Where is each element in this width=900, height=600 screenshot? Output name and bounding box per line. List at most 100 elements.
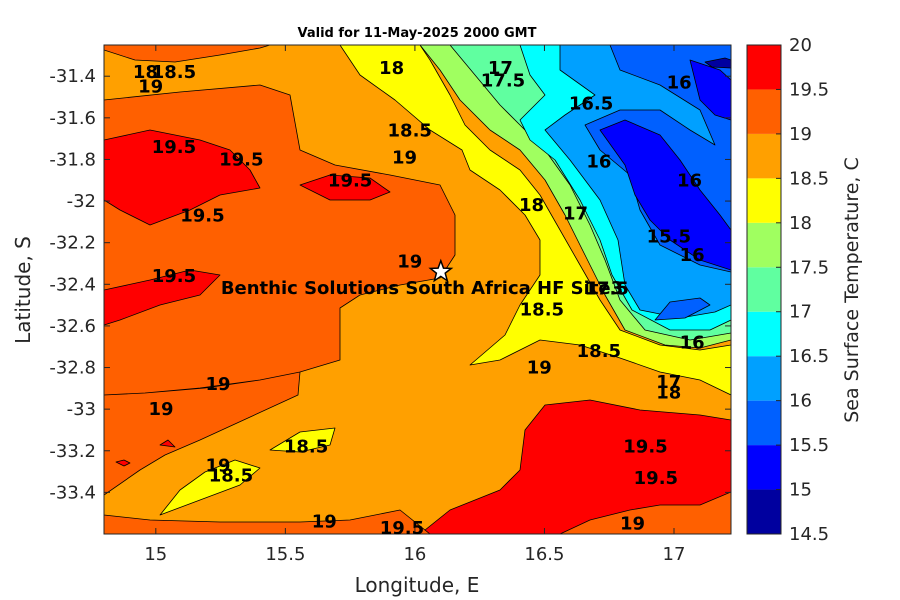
contour-label: 18	[519, 195, 544, 216]
contour-label: 18.5	[520, 299, 564, 320]
y-tick-label: -31.8	[49, 149, 96, 170]
colorbar-tick-label: 18.5	[789, 168, 829, 189]
field-level-14-5	[704, 57, 731, 69]
colorbar-tick-label: 16	[789, 391, 812, 412]
colorbar: 14.5 15 15.5 16 16.5 17 17.5 18 18.5 19 19.5 20	[746, 35, 829, 545]
contour-label: 17.5	[481, 70, 525, 91]
y-tick-label: -33	[67, 399, 96, 420]
field-level-19-southeast-edge	[559, 491, 731, 534]
contour-label: 18.5	[284, 437, 328, 458]
chart-title: Valid for 11-May-2025 2000 GMT	[298, 26, 537, 41]
y-tick-label: -33.4	[49, 482, 96, 503]
contour-label: 16	[586, 152, 611, 173]
contour-label: 18.5	[209, 466, 253, 487]
contour-label: 19.5	[623, 437, 667, 458]
contour-label: 18.5	[577, 341, 621, 362]
x-tick-label: 16.5	[524, 544, 564, 565]
colorbar-tick-label: 17.5	[789, 257, 829, 278]
field-level-15	[599, 59, 731, 271]
contour-label: 16	[677, 170, 702, 191]
colorbar-swatch	[747, 89, 781, 134]
annotations: Benthic Solutions South Africa HF Site3	[221, 258, 623, 299]
contour-label: 15.5	[647, 226, 691, 247]
y-axis-label: Latitude, S	[11, 236, 35, 344]
colorbar-swatch	[747, 400, 781, 446]
field-level-19-5-north	[299, 174, 391, 201]
x-axis: 15 15.5 16 16.5 17	[144, 45, 685, 565]
y-tick-label: -32.8	[49, 358, 96, 379]
field-level-18-north	[339, 45, 731, 396]
x-axis-label: Longitude, E	[355, 573, 480, 597]
contour-label: 17.5	[584, 278, 628, 299]
contour-label: 18	[133, 62, 158, 83]
field-level-18-southwest-inner	[269, 427, 336, 453]
contour-label: 18.5	[388, 120, 432, 141]
contour-label: 17	[488, 58, 513, 79]
field-level-18-southwest	[159, 459, 261, 516]
contour-label: 18.5	[152, 62, 196, 83]
colorbar-swatch	[747, 489, 781, 534]
y-tick-label: -31.6	[49, 108, 96, 129]
colorbar-tick-label: 17	[789, 302, 812, 323]
colorbar-frame	[746, 44, 782, 535]
contour-label: 19.5	[328, 170, 372, 191]
sst-field	[104, 45, 731, 534]
colorbar-tick-label: 19	[789, 124, 812, 145]
y-tick-label: -32.6	[49, 316, 96, 337]
contour-label: 19	[205, 374, 230, 395]
y-tick-label: -31.4	[49, 66, 96, 87]
colorbar-swatch	[747, 311, 781, 357]
y-tick-label: -33.2	[49, 441, 96, 462]
field-level-19-5-southeast	[419, 399, 731, 534]
colorbar-tick-label: 20	[789, 35, 812, 56]
contour-label: 19.5	[380, 518, 424, 539]
contour-label: 17	[563, 204, 588, 225]
contour-label: 17	[656, 372, 681, 393]
plot-frame	[103, 44, 732, 535]
colorbar-tick-label: 15	[789, 480, 812, 501]
colorbar-tick-label: 16.5	[789, 346, 829, 367]
contour-label: 19.5	[634, 468, 678, 489]
colorbar-tick-label: 19.5	[789, 79, 829, 100]
contour-label: 19.5	[180, 206, 224, 227]
colorbar-swatch	[747, 178, 781, 223]
contour-label: 16	[680, 333, 705, 354]
contour-label: 16.5	[569, 93, 613, 114]
x-tick-label: 15	[144, 544, 167, 565]
contour-label: 19	[392, 147, 417, 168]
contour-label: 19	[205, 455, 230, 476]
contour-label: 16	[680, 245, 705, 266]
colorbar-tick-label: 15.5	[789, 435, 829, 456]
contour-label: 19	[527, 358, 552, 379]
contour-label: 18	[656, 383, 681, 404]
colorbar-tick-label: 14.5	[789, 524, 829, 545]
field-level-19-5-nw	[104, 129, 261, 226]
colorbar-swatch	[747, 445, 781, 490]
y-tick-label: -32.4	[49, 274, 96, 295]
contour-label: 19	[620, 514, 645, 535]
y-tick-label: -32.2	[49, 233, 96, 254]
y-tick-label: -32	[67, 191, 96, 212]
contour-label: 16	[667, 72, 692, 93]
field-level-19-top	[104, 45, 271, 63]
colorbar-tick-label: 18	[789, 213, 812, 234]
site-label: Benthic Solutions South Africa HF Site3	[221, 278, 623, 299]
site-star-marker	[428, 258, 454, 283]
x-tick-label: 16	[403, 544, 426, 565]
field-level-19-south	[104, 509, 431, 534]
contour-label: 18	[379, 58, 404, 79]
colorbar-swatch	[747, 356, 781, 401]
contour-label: 19.5	[152, 266, 196, 287]
contour-label: 19	[397, 251, 422, 272]
colorbar-label: Sea Surface Temperature, C	[841, 157, 863, 423]
y-axis: -31.4 -31.6 -31.8 -32 -32.2 -32.4 -32.6 -32.8 -3…	[49, 66, 731, 503]
contour-label: 19	[138, 77, 163, 98]
colorbar-swatch	[747, 222, 781, 268]
contour-label: 19.5	[219, 149, 263, 170]
contour-label: 19	[312, 512, 337, 533]
colorbar-swatch	[747, 45, 781, 90]
x-tick-label: 15.5	[265, 544, 305, 565]
contour-label: 19	[148, 399, 173, 420]
